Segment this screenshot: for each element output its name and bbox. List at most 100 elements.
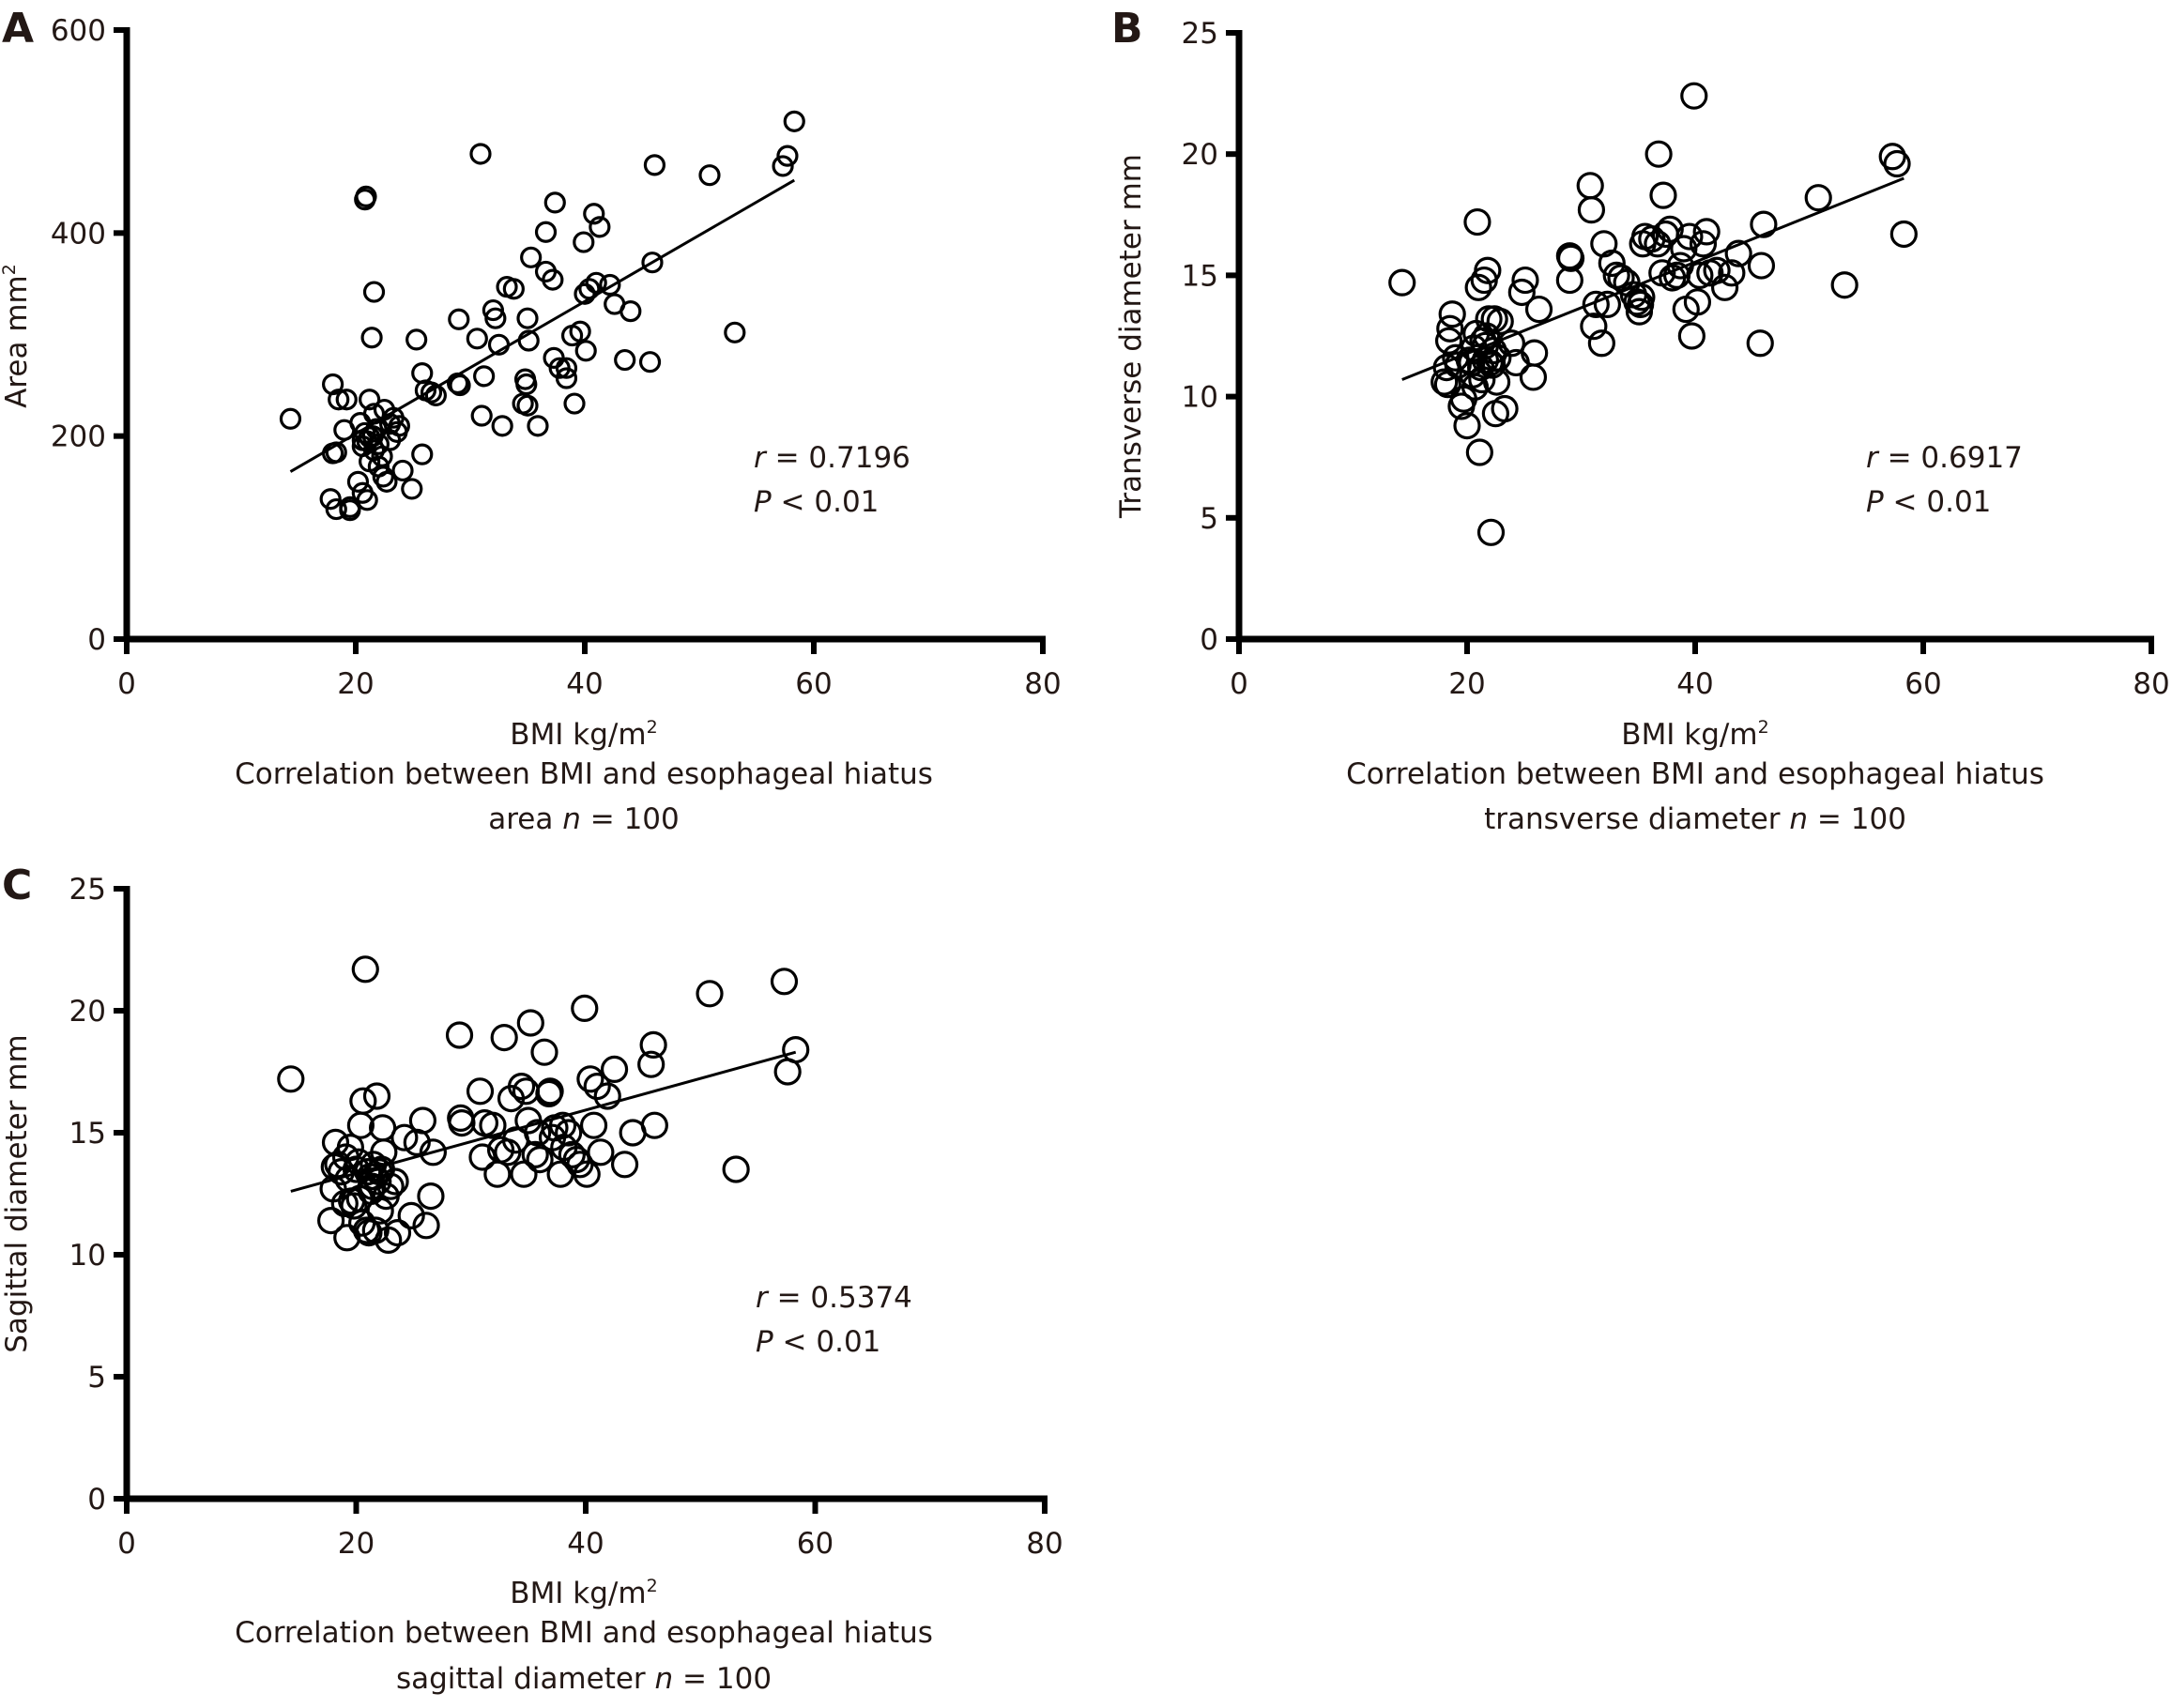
data-point bbox=[484, 307, 507, 329]
data-point bbox=[349, 1087, 377, 1115]
data-point bbox=[376, 1172, 405, 1200]
axes bbox=[1226, 30, 2154, 654]
points bbox=[1388, 82, 1918, 546]
data-point bbox=[1388, 268, 1416, 297]
data-point bbox=[1430, 368, 1459, 396]
x-axis-title: BMI kg/m2 bbox=[510, 717, 657, 752]
caption-count: = 100 bbox=[1808, 802, 1906, 836]
data-point bbox=[1521, 339, 1549, 367]
data-point bbox=[1497, 329, 1525, 358]
data-point bbox=[1692, 218, 1721, 246]
y-tick-label: 600 bbox=[51, 14, 106, 48]
x-tick-label: 80 bbox=[1024, 667, 1061, 701]
data-point bbox=[1459, 360, 1487, 389]
data-point bbox=[1623, 288, 1651, 316]
y-tick-label: 25 bbox=[69, 873, 106, 907]
x-tick-label: 60 bbox=[1904, 667, 1941, 701]
y-tick-label: 5 bbox=[87, 1361, 106, 1395]
data-point bbox=[593, 1082, 621, 1110]
stat-p-value: < 0.01 bbox=[772, 485, 880, 519]
data-point bbox=[1724, 239, 1752, 267]
y-tick-label: 20 bbox=[1182, 138, 1218, 172]
data-point bbox=[1747, 252, 1776, 280]
data-point bbox=[516, 307, 539, 329]
x-tick-label: 80 bbox=[2133, 667, 2169, 701]
data-point bbox=[1750, 210, 1778, 238]
stat-p-symbol: P bbox=[756, 1325, 773, 1359]
data-point bbox=[345, 1184, 374, 1212]
stat-p-symbol: P bbox=[1866, 485, 1884, 519]
x-axis-title-sup: 2 bbox=[647, 1576, 658, 1596]
data-point bbox=[1463, 207, 1491, 236]
data-point bbox=[614, 348, 636, 372]
data-point bbox=[1436, 314, 1464, 343]
data-point bbox=[411, 362, 434, 385]
data-point bbox=[1593, 290, 1622, 319]
data-point bbox=[1656, 215, 1684, 243]
x-tick-label: 0 bbox=[117, 667, 136, 701]
data-point bbox=[583, 1072, 611, 1101]
y-tick-label: 200 bbox=[51, 420, 106, 454]
data-point bbox=[1465, 438, 1493, 466]
data-point bbox=[346, 470, 370, 493]
y-axis-title: Sagittal diameter mm bbox=[0, 1034, 34, 1353]
data-point bbox=[361, 1216, 390, 1244]
data-point bbox=[1703, 256, 1731, 284]
x-tick-label: 20 bbox=[1448, 667, 1485, 701]
x-axis-title: BMI kg/m2 bbox=[1621, 717, 1768, 752]
data-point bbox=[372, 465, 394, 488]
data-point bbox=[521, 1140, 549, 1169]
data-point bbox=[1471, 331, 1500, 359]
stat-r-symbol: r bbox=[1866, 441, 1880, 475]
y-axis-title: Area mm2 bbox=[0, 264, 34, 408]
data-point bbox=[555, 367, 578, 389]
data-point bbox=[1476, 518, 1506, 546]
data-point bbox=[1582, 290, 1610, 319]
data-point bbox=[589, 216, 611, 238]
y-tick-label: 15 bbox=[1182, 259, 1218, 293]
caption-n: n bbox=[562, 802, 581, 836]
caption-line-1: Correlation between BMI and esophageal h… bbox=[235, 1616, 933, 1650]
data-point bbox=[419, 1138, 448, 1167]
data-point bbox=[770, 968, 799, 996]
data-point bbox=[724, 321, 746, 343]
data-point bbox=[542, 268, 564, 291]
data-point bbox=[491, 415, 513, 437]
data-point bbox=[469, 143, 492, 165]
data-point bbox=[619, 300, 642, 323]
caption-n: n bbox=[655, 1662, 674, 1696]
panel-b: B 0 5 10 15 20 25 0 20 40 60 80 Transverse diamete… bbox=[1111, 5, 2170, 836]
data-point bbox=[1710, 273, 1739, 301]
data-point bbox=[391, 459, 414, 482]
axes bbox=[114, 886, 1048, 1514]
data-point bbox=[1675, 222, 1704, 251]
data-point bbox=[599, 273, 621, 297]
regression-line bbox=[290, 1050, 797, 1193]
data-point bbox=[1577, 196, 1606, 224]
data-point bbox=[420, 381, 443, 404]
data-point bbox=[555, 357, 578, 379]
data-point bbox=[585, 271, 607, 294]
data-point bbox=[279, 407, 302, 430]
x-tick-label: 40 bbox=[566, 667, 603, 701]
y-tick-label: 0 bbox=[87, 1483, 106, 1517]
stat-p-symbol: P bbox=[754, 485, 772, 519]
data-point bbox=[317, 1206, 345, 1235]
data-point bbox=[331, 1143, 360, 1171]
data-point bbox=[536, 1077, 564, 1106]
data-point bbox=[772, 155, 794, 177]
data-point bbox=[367, 433, 390, 455]
data-point bbox=[515, 373, 538, 396]
data-point bbox=[448, 308, 470, 330]
x-axis-title-base: BMI kg/m bbox=[1621, 718, 1757, 752]
data-point bbox=[470, 404, 493, 427]
caption-line-1: Correlation between BMI and esophageal h… bbox=[1346, 757, 2044, 791]
x-axis-title: BMI kg/m2 bbox=[510, 1576, 657, 1610]
data-point bbox=[1507, 278, 1536, 307]
data-point bbox=[638, 351, 662, 374]
data-point bbox=[562, 1145, 590, 1174]
data-point bbox=[1464, 273, 1492, 301]
data-point bbox=[401, 478, 423, 500]
data-point bbox=[558, 1140, 586, 1169]
